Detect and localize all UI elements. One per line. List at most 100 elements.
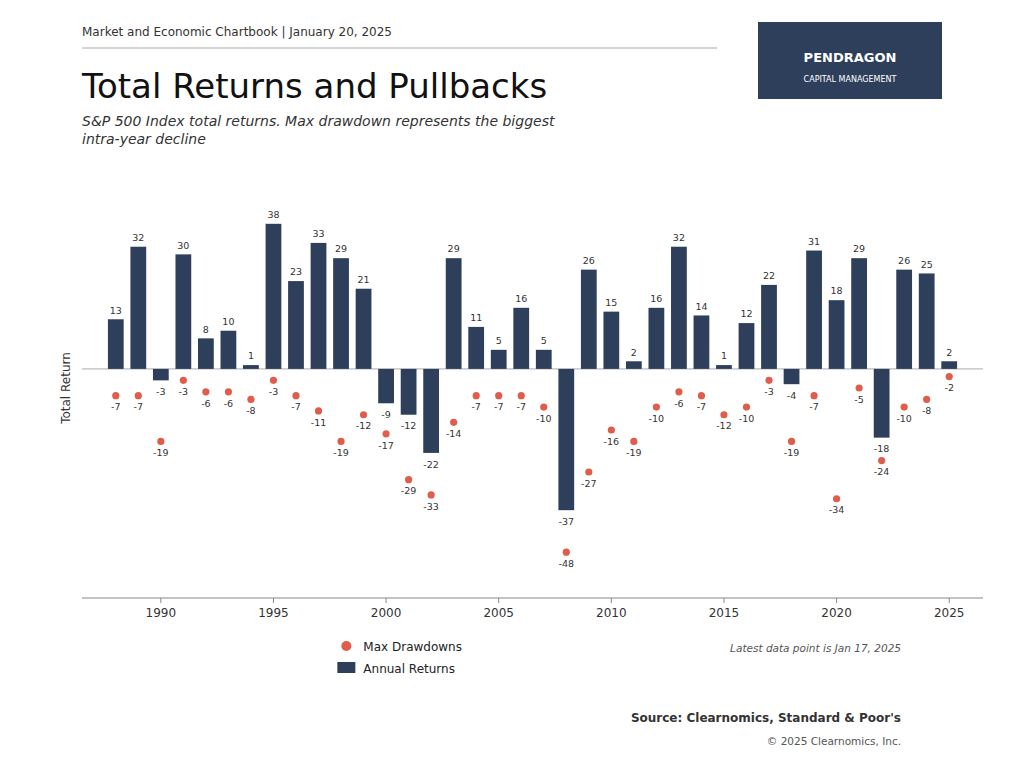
bar-label: 13 xyxy=(110,305,122,316)
bar xyxy=(333,258,349,369)
point-label: -19 xyxy=(626,447,642,458)
point-label: -17 xyxy=(378,440,394,451)
bar-label: 18 xyxy=(831,285,843,296)
point xyxy=(180,377,187,384)
point xyxy=(540,403,547,410)
point-label: -7 xyxy=(471,401,480,412)
bar xyxy=(716,365,732,369)
bar-label: 14 xyxy=(695,301,707,312)
bar-label: 33 xyxy=(312,228,324,239)
point xyxy=(428,491,435,498)
x-tick xyxy=(611,598,612,603)
point-label: -34 xyxy=(829,504,845,515)
point-label: -8 xyxy=(922,405,931,416)
point-label: -8 xyxy=(246,405,255,416)
point xyxy=(157,438,164,445)
bar-label: 16 xyxy=(515,293,527,304)
data-labels: 1332-33081013823332921-9-12-2229115165-3… xyxy=(110,209,954,569)
point xyxy=(720,411,727,418)
bar-label: 38 xyxy=(267,209,279,220)
bar xyxy=(198,338,214,369)
bar-label: 12 xyxy=(740,308,752,319)
bar-label: -37 xyxy=(559,516,575,527)
bar xyxy=(784,369,800,384)
bar-label: 31 xyxy=(808,236,820,247)
point xyxy=(337,438,344,445)
point-label: -7 xyxy=(134,401,143,412)
bar xyxy=(603,312,619,369)
bar-label: 10 xyxy=(222,316,234,327)
legend-label: Annual Returns xyxy=(363,662,455,676)
point-label: -10 xyxy=(649,413,665,424)
bar-label: 5 xyxy=(541,335,547,346)
point xyxy=(495,392,502,399)
point xyxy=(270,377,277,384)
point xyxy=(878,457,885,464)
bar xyxy=(829,300,845,369)
point xyxy=(382,430,389,437)
point-label: -24 xyxy=(874,466,890,477)
point xyxy=(901,403,908,410)
point-label: -14 xyxy=(446,428,462,439)
bar xyxy=(378,369,394,403)
x-tick xyxy=(498,598,499,603)
background xyxy=(0,0,1024,768)
point-label: -27 xyxy=(581,478,597,489)
bar-label: 25 xyxy=(921,259,933,270)
point xyxy=(675,388,682,395)
bar xyxy=(941,361,957,369)
bar xyxy=(288,281,304,369)
x-tick-label: 2010 xyxy=(596,606,627,620)
header-rule xyxy=(82,48,717,49)
point-label: -6 xyxy=(224,398,233,409)
header: Market and Economic Chartbook | January … xyxy=(82,25,392,39)
point xyxy=(225,388,232,395)
x-tick xyxy=(273,598,274,603)
point xyxy=(765,377,772,384)
point-label: -3 xyxy=(269,386,278,397)
bar-label: 16 xyxy=(650,293,662,304)
x-tick xyxy=(160,598,161,603)
legend-swatch xyxy=(337,662,355,673)
bar xyxy=(243,365,259,369)
logo-text: PENDRAGON xyxy=(804,50,897,65)
point-label: -19 xyxy=(784,447,800,458)
point-label: -33 xyxy=(423,501,439,512)
bar xyxy=(153,369,169,380)
bar-label: -3 xyxy=(156,386,165,397)
bar-label: 29 xyxy=(448,243,460,254)
point xyxy=(315,407,322,414)
bar xyxy=(851,258,867,369)
point xyxy=(585,468,592,475)
point xyxy=(923,396,930,403)
point-label: -12 xyxy=(356,420,372,431)
bar xyxy=(581,270,597,369)
point-label: -12 xyxy=(716,420,732,431)
bar-label: 1 xyxy=(248,350,254,361)
note: Latest data point is Jan 17, 2025 xyxy=(730,642,901,654)
bar xyxy=(558,369,574,510)
bar xyxy=(356,289,372,369)
point xyxy=(360,411,367,418)
point-label: -19 xyxy=(153,447,169,458)
bar-label: 2 xyxy=(946,347,952,358)
x-tick xyxy=(949,598,950,603)
point-label: -7 xyxy=(111,401,120,412)
bar xyxy=(739,323,755,369)
bar-label: 23 xyxy=(290,266,302,277)
bar-label: -22 xyxy=(423,459,439,470)
title: Total Returns and Pullbacks xyxy=(81,66,547,106)
point xyxy=(608,426,615,433)
x-axis xyxy=(82,598,983,599)
bar xyxy=(221,331,237,369)
bar-label: 11 xyxy=(470,312,482,323)
x-tick-label: 2005 xyxy=(483,606,514,620)
point xyxy=(698,392,705,399)
bar xyxy=(130,247,146,369)
bar-label: 22 xyxy=(763,270,775,281)
bar-label: 32 xyxy=(132,232,144,243)
bar-label: -18 xyxy=(874,443,890,454)
bar xyxy=(919,273,935,368)
bar-label: 32 xyxy=(673,232,685,243)
point-label: -7 xyxy=(809,401,818,412)
